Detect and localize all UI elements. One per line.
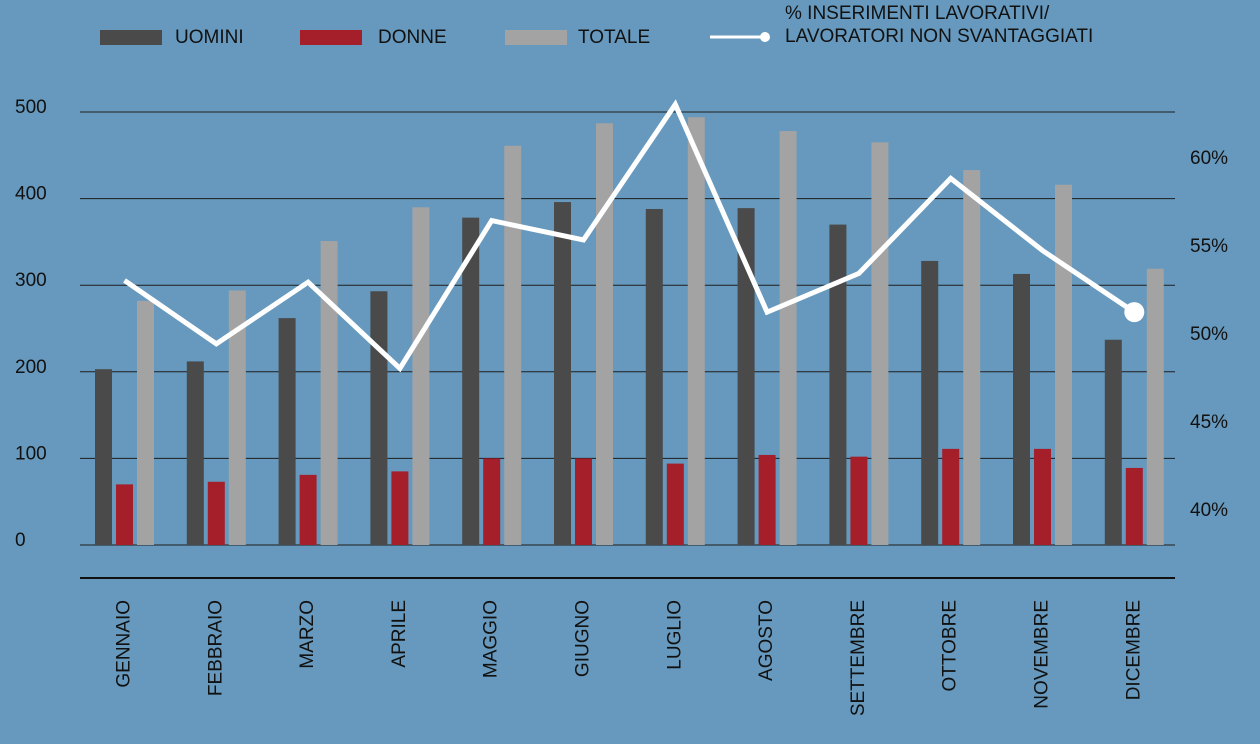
x-tick-label: LUGLIO <box>664 600 685 670</box>
bar <box>504 145 522 546</box>
bar <box>299 474 317 545</box>
y-tick-label: 100 <box>15 443 47 464</box>
bar <box>186 361 204 545</box>
bar <box>871 142 889 545</box>
bar <box>963 170 981 545</box>
bar <box>850 456 868 545</box>
bar <box>483 458 501 545</box>
legend-dot <box>760 32 770 42</box>
line-end-marker <box>1124 302 1145 323</box>
bar <box>137 300 154 545</box>
bar <box>462 217 480 546</box>
y-tick-label: 0 <box>15 530 26 551</box>
y-tick-label: 300 <box>15 270 47 291</box>
legend-swatch <box>300 30 362 45</box>
bar <box>921 260 939 545</box>
legend-label: UOMINI <box>175 27 244 48</box>
legend-label: TOTALE <box>578 27 651 48</box>
x-tick-label: FEBBRAIO <box>205 600 226 696</box>
bar <box>95 369 112 545</box>
bar <box>391 471 409 545</box>
x-tick-label: GENNAIO <box>114 600 135 688</box>
bar <box>1013 273 1030 545</box>
bar <box>320 241 338 545</box>
y2-tick-label: 45% <box>1190 412 1228 433</box>
x-tick-label: MARZO <box>297 600 318 669</box>
y-tick-label: 500 <box>15 97 47 118</box>
legend-swatch <box>100 30 162 45</box>
x-tick-label: MAGGIO <box>481 600 502 678</box>
bar <box>1055 184 1072 545</box>
bar <box>207 481 225 545</box>
bar <box>116 484 133 545</box>
y-tick-label: 200 <box>15 357 47 378</box>
bar <box>758 454 776 545</box>
x-tick-label: AGOSTO <box>756 600 777 681</box>
bar <box>645 208 663 545</box>
x-tick-label: SETTEMBRE <box>848 600 869 716</box>
line <box>123 99 1136 373</box>
bar <box>737 208 755 545</box>
bar <box>554 202 571 545</box>
bar <box>278 318 296 545</box>
x-tick-label: OTTOBRE <box>940 600 961 692</box>
x-tick-label: NOVEMBRE <box>1032 600 1053 709</box>
bar <box>228 290 246 545</box>
y2-tick-label: 50% <box>1190 324 1228 345</box>
y2-tick-label: 55% <box>1190 236 1228 257</box>
bar <box>687 117 705 546</box>
bar <box>829 224 847 545</box>
x-tick-label: GIUGNO <box>573 600 594 677</box>
bar <box>1034 448 1051 545</box>
bar <box>1104 339 1122 545</box>
bar <box>575 458 592 545</box>
x-tick-label: DICEMBRE <box>1123 600 1144 700</box>
bar <box>1125 467 1143 545</box>
bar <box>779 131 797 545</box>
legend-label: % INSERIMENTI LAVORATIVI/ LAVORATORI NON… <box>785 3 1094 47</box>
bar <box>596 123 613 546</box>
bar <box>666 463 684 545</box>
bar <box>370 291 388 545</box>
y2-tick-label: 60% <box>1190 148 1228 169</box>
bar <box>1146 268 1164 545</box>
bar <box>942 448 960 545</box>
legend-swatch <box>505 30 567 45</box>
y-tick-label: 400 <box>15 184 47 205</box>
y2-tick-label: 40% <box>1190 500 1228 521</box>
x-tick-label: APRILE <box>389 600 410 668</box>
legend-label: DONNE <box>378 27 447 48</box>
bar <box>412 207 430 545</box>
